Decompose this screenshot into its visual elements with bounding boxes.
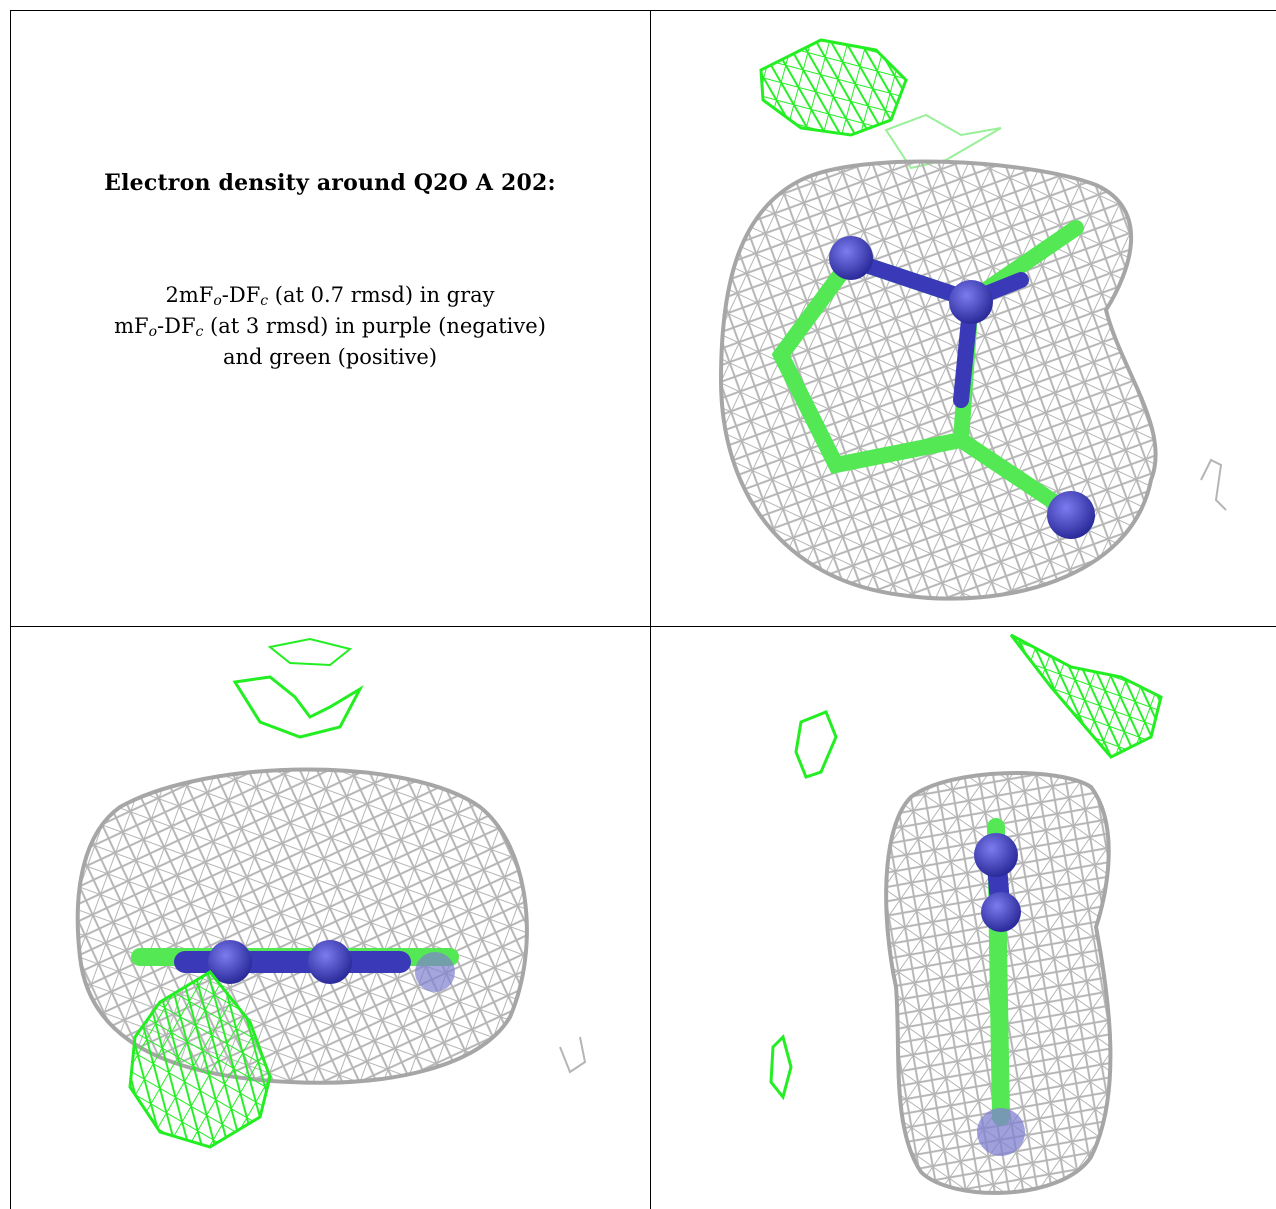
caption-legend: 2mFo-DFc (at 0.7 rmsd) in gray mFo-DFc (… xyxy=(10,280,650,373)
density-view-edge-vertical xyxy=(651,627,1276,1209)
density-view-face-on xyxy=(651,10,1276,626)
density-view-edge-vertical-svg xyxy=(769,633,1163,1195)
legend-line-fofc: mFo-DFc (at 3 rmsd) in purple (negative) xyxy=(114,314,546,340)
table-rule-left xyxy=(10,10,11,1209)
nitrogen-atom xyxy=(974,833,1018,877)
nitrogen-atom xyxy=(208,940,252,984)
table-rule-center xyxy=(650,10,651,1209)
positive-density-small xyxy=(267,637,353,667)
figure-title: Electron density around Q2O A 202: xyxy=(104,170,556,196)
positive-density-blob xyxy=(759,38,908,137)
positive-density-blob xyxy=(128,970,272,1149)
nitrogen-atom xyxy=(981,892,1021,932)
nitrogen-atom xyxy=(977,1108,1025,1156)
nitrogen-atom xyxy=(1047,491,1095,539)
positive-density-small xyxy=(794,710,838,779)
table-rule-middle xyxy=(10,626,1276,627)
small-mesh-fragment xyxy=(1200,458,1227,511)
table-rule-top xyxy=(10,10,1276,11)
caption-cell: Electron density around Q2O A 202: 2mFo-… xyxy=(10,10,650,626)
positive-density-small xyxy=(232,675,364,739)
nitrogen-atom xyxy=(308,940,352,984)
nitrogen-atom xyxy=(949,280,993,324)
positive-density-blob xyxy=(1009,633,1163,759)
nitrogen-atom xyxy=(829,236,873,280)
legend-line-colors: and green (positive) xyxy=(222,345,438,369)
density-view-edge-horizontal-svg xyxy=(75,637,587,1149)
density-view-edge-horizontal xyxy=(10,627,650,1209)
nitrogen-atom xyxy=(415,952,455,992)
density-view-face-on-svg xyxy=(718,38,1227,601)
positive-density-small xyxy=(769,1034,793,1101)
small-mesh-fragment xyxy=(559,1036,587,1074)
legend-line-2fofc: 2mFo-DFc (at 0.7 rmsd) in gray xyxy=(165,283,495,309)
